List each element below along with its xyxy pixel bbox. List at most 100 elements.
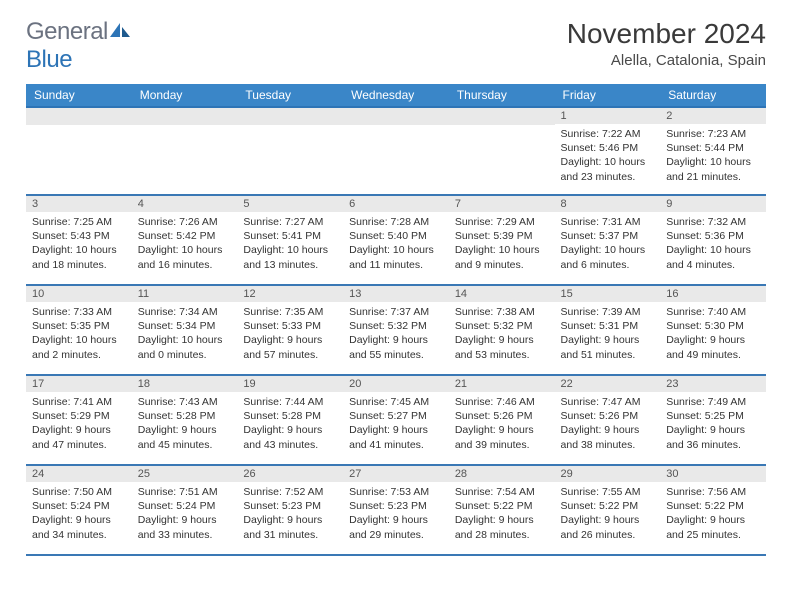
calendar-day-cell: 8Sunrise: 7:31 AMSunset: 5:37 PMDaylight…	[555, 195, 661, 285]
sunset-line: Sunset: 5:23 PM	[349, 499, 443, 513]
sunrise-line: Sunrise: 7:56 AM	[666, 485, 760, 499]
sunrise-line: Sunrise: 7:54 AM	[455, 485, 549, 499]
day-number: 7	[449, 196, 555, 212]
day-content-empty	[26, 125, 132, 134]
day-content: Sunrise: 7:23 AMSunset: 5:44 PMDaylight:…	[660, 124, 766, 190]
day-number-empty	[26, 108, 132, 125]
calendar-week-row: 3Sunrise: 7:25 AMSunset: 5:43 PMDaylight…	[26, 195, 766, 285]
sunrise-line: Sunrise: 7:27 AM	[243, 215, 337, 229]
calendar-day-cell	[132, 107, 238, 195]
calendar-day-cell: 27Sunrise: 7:53 AMSunset: 5:23 PMDayligh…	[343, 465, 449, 555]
calendar-day-cell: 1Sunrise: 7:22 AMSunset: 5:46 PMDaylight…	[555, 107, 661, 195]
sunrise-line: Sunrise: 7:37 AM	[349, 305, 443, 319]
daylight-line: Daylight: 10 hours and 13 minutes.	[243, 243, 337, 271]
day-number: 24	[26, 466, 132, 482]
day-content: Sunrise: 7:49 AMSunset: 5:25 PMDaylight:…	[660, 392, 766, 458]
sunrise-line: Sunrise: 7:23 AM	[666, 127, 760, 141]
sunset-line: Sunset: 5:34 PM	[138, 319, 232, 333]
day-content: Sunrise: 7:53 AMSunset: 5:23 PMDaylight:…	[343, 482, 449, 548]
day-content: Sunrise: 7:52 AMSunset: 5:23 PMDaylight:…	[237, 482, 343, 548]
sunrise-line: Sunrise: 7:35 AM	[243, 305, 337, 319]
day-number: 23	[660, 376, 766, 392]
sunset-line: Sunset: 5:25 PM	[666, 409, 760, 423]
day-number-empty	[132, 108, 238, 125]
day-content-empty	[449, 125, 555, 134]
day-content: Sunrise: 7:44 AMSunset: 5:28 PMDaylight:…	[237, 392, 343, 458]
sunrise-line: Sunrise: 7:50 AM	[32, 485, 126, 499]
day-number-empty	[237, 108, 343, 125]
sunset-line: Sunset: 5:26 PM	[455, 409, 549, 423]
sail-icon	[108, 21, 132, 39]
day-number: 5	[237, 196, 343, 212]
daylight-line: Daylight: 9 hours and 51 minutes.	[561, 333, 655, 361]
header: General Blue November 2024 Alella, Catal…	[26, 18, 766, 74]
calendar-day-cell	[343, 107, 449, 195]
weekday-header: Friday	[555, 84, 661, 107]
daylight-line: Daylight: 9 hours and 57 minutes.	[243, 333, 337, 361]
sunrise-line: Sunrise: 7:22 AM	[561, 127, 655, 141]
sunset-line: Sunset: 5:32 PM	[349, 319, 443, 333]
day-number-empty	[343, 108, 449, 125]
calendar-day-cell: 2Sunrise: 7:23 AMSunset: 5:44 PMDaylight…	[660, 107, 766, 195]
weekday-header: Saturday	[660, 84, 766, 107]
location: Alella, Catalonia, Spain	[567, 52, 766, 69]
title-block: November 2024 Alella, Catalonia, Spain	[567, 18, 766, 69]
sunset-line: Sunset: 5:22 PM	[561, 499, 655, 513]
calendar-day-cell: 17Sunrise: 7:41 AMSunset: 5:29 PMDayligh…	[26, 375, 132, 465]
day-number: 15	[555, 286, 661, 302]
sunrise-line: Sunrise: 7:31 AM	[561, 215, 655, 229]
day-content: Sunrise: 7:22 AMSunset: 5:46 PMDaylight:…	[555, 124, 661, 190]
sunrise-line: Sunrise: 7:26 AM	[138, 215, 232, 229]
calendar-day-cell: 20Sunrise: 7:45 AMSunset: 5:27 PMDayligh…	[343, 375, 449, 465]
day-number: 27	[343, 466, 449, 482]
daylight-line: Daylight: 9 hours and 53 minutes.	[455, 333, 549, 361]
sunset-line: Sunset: 5:30 PM	[666, 319, 760, 333]
sunset-line: Sunset: 5:43 PM	[32, 229, 126, 243]
day-number: 2	[660, 108, 766, 124]
day-content: Sunrise: 7:31 AMSunset: 5:37 PMDaylight:…	[555, 212, 661, 278]
calendar-day-cell: 23Sunrise: 7:49 AMSunset: 5:25 PMDayligh…	[660, 375, 766, 465]
day-number: 14	[449, 286, 555, 302]
daylight-line: Daylight: 9 hours and 25 minutes.	[666, 513, 760, 541]
calendar-day-cell: 13Sunrise: 7:37 AMSunset: 5:32 PMDayligh…	[343, 285, 449, 375]
sunset-line: Sunset: 5:23 PM	[243, 499, 337, 513]
daylight-line: Daylight: 10 hours and 16 minutes.	[138, 243, 232, 271]
day-content: Sunrise: 7:33 AMSunset: 5:35 PMDaylight:…	[26, 302, 132, 368]
logo-word-1: General	[26, 18, 108, 45]
day-content: Sunrise: 7:46 AMSunset: 5:26 PMDaylight:…	[449, 392, 555, 458]
calendar-day-cell	[449, 107, 555, 195]
daylight-line: Daylight: 10 hours and 2 minutes.	[32, 333, 126, 361]
day-number: 21	[449, 376, 555, 392]
daylight-line: Daylight: 9 hours and 26 minutes.	[561, 513, 655, 541]
calendar-day-cell: 6Sunrise: 7:28 AMSunset: 5:40 PMDaylight…	[343, 195, 449, 285]
day-content: Sunrise: 7:45 AMSunset: 5:27 PMDaylight:…	[343, 392, 449, 458]
day-content: Sunrise: 7:51 AMSunset: 5:24 PMDaylight:…	[132, 482, 238, 548]
calendar-day-cell: 30Sunrise: 7:56 AMSunset: 5:22 PMDayligh…	[660, 465, 766, 555]
daylight-line: Daylight: 10 hours and 18 minutes.	[32, 243, 126, 271]
sunset-line: Sunset: 5:28 PM	[243, 409, 337, 423]
sunrise-line: Sunrise: 7:47 AM	[561, 395, 655, 409]
calendar-day-cell: 24Sunrise: 7:50 AMSunset: 5:24 PMDayligh…	[26, 465, 132, 555]
day-number: 19	[237, 376, 343, 392]
calendar-day-cell: 29Sunrise: 7:55 AMSunset: 5:22 PMDayligh…	[555, 465, 661, 555]
sunset-line: Sunset: 5:29 PM	[32, 409, 126, 423]
daylight-line: Daylight: 10 hours and 0 minutes.	[138, 333, 232, 361]
calendar-day-cell: 26Sunrise: 7:52 AMSunset: 5:23 PMDayligh…	[237, 465, 343, 555]
sunset-line: Sunset: 5:36 PM	[666, 229, 760, 243]
day-number: 30	[660, 466, 766, 482]
calendar-day-cell: 14Sunrise: 7:38 AMSunset: 5:32 PMDayligh…	[449, 285, 555, 375]
daylight-line: Daylight: 9 hours and 31 minutes.	[243, 513, 337, 541]
sunrise-line: Sunrise: 7:55 AM	[561, 485, 655, 499]
calendar-week-row: 17Sunrise: 7:41 AMSunset: 5:29 PMDayligh…	[26, 375, 766, 465]
sunset-line: Sunset: 5:44 PM	[666, 141, 760, 155]
calendar-day-cell: 3Sunrise: 7:25 AMSunset: 5:43 PMDaylight…	[26, 195, 132, 285]
daylight-line: Daylight: 9 hours and 49 minutes.	[666, 333, 760, 361]
day-content: Sunrise: 7:40 AMSunset: 5:30 PMDaylight:…	[660, 302, 766, 368]
day-number: 3	[26, 196, 132, 212]
sunrise-line: Sunrise: 7:53 AM	[349, 485, 443, 499]
day-content: Sunrise: 7:29 AMSunset: 5:39 PMDaylight:…	[449, 212, 555, 278]
day-content: Sunrise: 7:38 AMSunset: 5:32 PMDaylight:…	[449, 302, 555, 368]
day-number: 12	[237, 286, 343, 302]
day-number: 25	[132, 466, 238, 482]
sunrise-line: Sunrise: 7:46 AM	[455, 395, 549, 409]
